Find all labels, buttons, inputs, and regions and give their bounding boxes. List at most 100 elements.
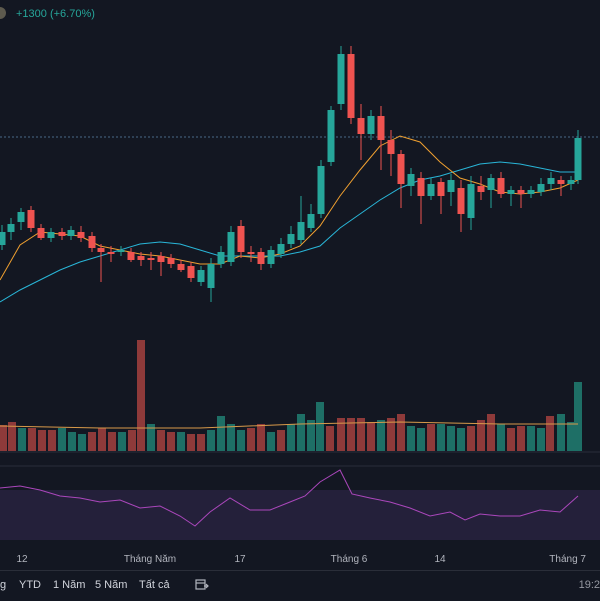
candle bbox=[477, 176, 485, 200]
candle bbox=[417, 172, 425, 224]
volume-bar bbox=[316, 402, 324, 451]
candle bbox=[7, 218, 15, 240]
candle bbox=[227, 226, 235, 266]
candle-body bbox=[287, 234, 295, 244]
volume-bar bbox=[357, 418, 365, 451]
volume-bar bbox=[567, 422, 575, 451]
candle-body bbox=[7, 224, 15, 232]
candle bbox=[187, 262, 195, 282]
candle-body bbox=[167, 258, 175, 264]
candle-body bbox=[327, 110, 335, 162]
volume-bar bbox=[38, 430, 46, 451]
candle bbox=[457, 180, 465, 232]
candle-body bbox=[567, 180, 575, 184]
candle-body bbox=[367, 116, 375, 134]
volume-ma-line bbox=[0, 421, 578, 429]
volume-bar bbox=[407, 426, 415, 451]
volume-bar bbox=[48, 430, 56, 451]
candle bbox=[387, 130, 395, 176]
candle-body bbox=[37, 228, 45, 238]
volume-bar bbox=[397, 414, 405, 451]
volume-bar bbox=[78, 434, 86, 451]
candle bbox=[47, 228, 55, 242]
candle bbox=[317, 160, 325, 218]
volume-bar bbox=[157, 430, 165, 451]
candle-body bbox=[117, 250, 125, 252]
calendar-range-icon[interactable] bbox=[195, 578, 209, 591]
range-1y-button[interactable]: 1 Năm bbox=[53, 579, 86, 591]
candle bbox=[77, 226, 85, 242]
candle bbox=[437, 178, 445, 214]
candle bbox=[137, 252, 145, 266]
volume-bar bbox=[118, 432, 126, 451]
candle-body bbox=[17, 212, 25, 222]
candle bbox=[17, 208, 25, 230]
candle bbox=[117, 246, 125, 256]
candle-body bbox=[277, 244, 285, 254]
range-5y-button[interactable]: 5 Năm bbox=[95, 579, 128, 591]
range-partial-button[interactable]: g bbox=[0, 579, 7, 591]
volume-bar bbox=[326, 426, 334, 451]
volume-bar bbox=[546, 416, 554, 451]
volume-bar bbox=[247, 428, 255, 451]
symbol-badge bbox=[0, 7, 6, 19]
x-tick-thang-nam: Tháng Năm bbox=[123, 554, 177, 565]
volume-bar bbox=[207, 430, 215, 451]
candle-body bbox=[97, 248, 105, 252]
candle-body bbox=[457, 188, 465, 214]
volume-bar bbox=[457, 428, 465, 451]
volume-bar bbox=[197, 434, 205, 451]
candle bbox=[207, 258, 215, 302]
candle-body bbox=[347, 54, 355, 118]
candle bbox=[237, 220, 245, 258]
price-chart[interactable] bbox=[0, 0, 600, 570]
candle-body bbox=[547, 178, 555, 184]
volume-bar bbox=[68, 432, 76, 451]
volume-bar bbox=[537, 428, 545, 451]
x-tick-17: 17 bbox=[234, 554, 246, 565]
volume-bar bbox=[277, 430, 285, 451]
candle bbox=[0, 225, 6, 250]
candle bbox=[177, 260, 185, 272]
candle bbox=[277, 238, 285, 258]
candle bbox=[247, 246, 255, 262]
candle-body bbox=[157, 256, 165, 262]
candle bbox=[127, 248, 135, 262]
volume-bar bbox=[267, 432, 275, 451]
candle bbox=[537, 178, 545, 196]
candle-body bbox=[247, 252, 255, 254]
candle bbox=[197, 266, 205, 286]
candle-body bbox=[47, 232, 55, 238]
candle-body bbox=[357, 118, 365, 134]
candle bbox=[347, 46, 355, 124]
candle bbox=[37, 224, 45, 240]
candle bbox=[257, 248, 265, 270]
candle bbox=[287, 226, 295, 248]
range-ytd-button[interactable]: YTD bbox=[19, 579, 41, 591]
volume-bar bbox=[437, 424, 445, 451]
range-all-button[interactable]: Tất cả bbox=[139, 579, 170, 591]
volume-bar bbox=[497, 424, 505, 451]
candle bbox=[467, 176, 475, 230]
candle-body bbox=[407, 174, 415, 186]
candle bbox=[147, 252, 155, 270]
candle-body bbox=[58, 232, 66, 236]
candle-body bbox=[267, 250, 275, 264]
candle bbox=[447, 174, 455, 206]
candle-body bbox=[237, 226, 245, 252]
volume-bar bbox=[217, 416, 225, 451]
candle-body bbox=[387, 140, 395, 154]
candle bbox=[527, 186, 535, 198]
volume-bar bbox=[487, 414, 495, 451]
change-label: +1300 (+6.70%) bbox=[16, 8, 95, 20]
candle-body bbox=[317, 166, 325, 214]
candle-body bbox=[67, 230, 75, 236]
volume-bar bbox=[574, 382, 582, 451]
candle-body bbox=[107, 252, 115, 254]
candle-body bbox=[507, 190, 515, 194]
volume-bar bbox=[187, 434, 195, 451]
candle bbox=[217, 246, 225, 268]
candle bbox=[97, 244, 105, 282]
candle bbox=[107, 246, 115, 262]
candle-body bbox=[427, 184, 435, 196]
